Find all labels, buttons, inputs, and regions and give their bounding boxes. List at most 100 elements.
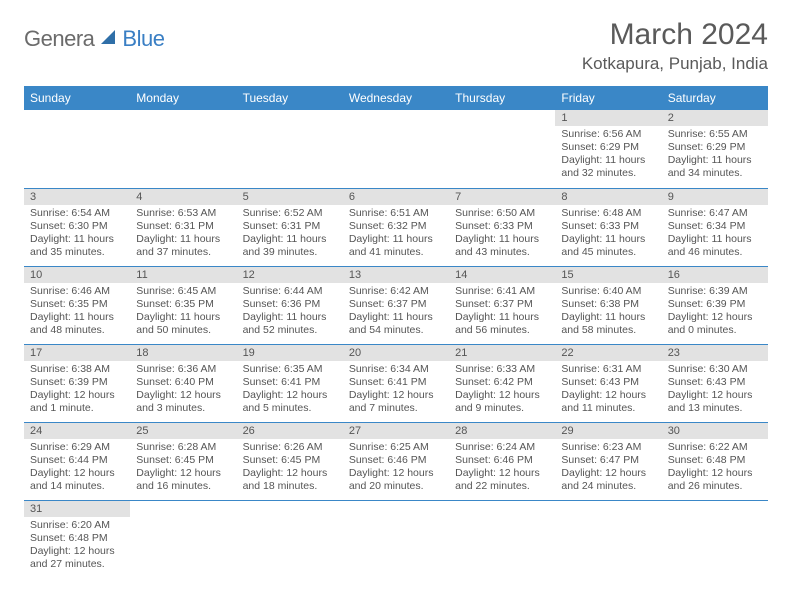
day-details: Sunrise: 6:39 AMSunset: 6:39 PMDaylight:…: [662, 283, 768, 342]
daylight-text: Daylight: 11 hours and 39 minutes.: [243, 233, 337, 259]
sunset-text: Sunset: 6:37 PM: [349, 298, 443, 311]
calendar-cell: [237, 110, 343, 188]
day-details: Sunrise: 6:36 AMSunset: 6:40 PMDaylight:…: [130, 361, 236, 420]
calendar-cell: 17Sunrise: 6:38 AMSunset: 6:39 PMDayligh…: [24, 344, 130, 422]
day-details: Sunrise: 6:30 AMSunset: 6:43 PMDaylight:…: [662, 361, 768, 420]
day-number: 29: [555, 423, 661, 439]
day-number: 31: [24, 501, 130, 517]
sunrise-text: Sunrise: 6:46 AM: [30, 285, 124, 298]
daylight-text: Daylight: 12 hours and 22 minutes.: [455, 467, 549, 493]
calendar-cell: [130, 110, 236, 188]
daylight-text: Daylight: 11 hours and 34 minutes.: [668, 154, 762, 180]
calendar-cell: 8Sunrise: 6:48 AMSunset: 6:33 PMDaylight…: [555, 188, 661, 266]
day-details: Sunrise: 6:45 AMSunset: 6:35 PMDaylight:…: [130, 283, 236, 342]
daylight-text: Daylight: 12 hours and 20 minutes.: [349, 467, 443, 493]
calendar-cell: 26 Sunrise: 6:26 AMSunset: 6:45 PMDayligh…: [237, 422, 343, 500]
daylight-text: Daylight: 12 hours and 3 minutes.: [136, 389, 230, 415]
sunrise-text: Sunrise: 6:30 AM: [668, 363, 762, 376]
day-number: 25: [130, 423, 236, 439]
day-details: Sunrise: 6:25 AMSunset: 6:46 PMDaylight:…: [343, 439, 449, 498]
calendar-week-row: 31Sunrise: 6:20 AMSunset: 6:48 PMDayligh…: [24, 500, 768, 578]
sunset-text: Sunset: 6:40 PM: [136, 376, 230, 389]
sunrise-text: Sunrise: 6:51 AM: [349, 207, 443, 220]
sunset-text: Sunset: 6:48 PM: [30, 532, 124, 545]
daylight-text: Daylight: 12 hours and 0 minutes.: [668, 311, 762, 337]
logo-blue: Blue: [122, 26, 164, 52]
sunrise-text: Sunrise: 6:23 AM: [561, 441, 655, 454]
day-number: 7: [449, 189, 555, 205]
day-details: Sunrise: 6:33 AMSunset: 6:42 PMDaylight:…: [449, 361, 555, 420]
sunset-text: Sunset: 6:33 PM: [455, 220, 549, 233]
sunset-text: Sunset: 6:39 PM: [30, 376, 124, 389]
day-number: 26: [237, 423, 343, 439]
location: Kotkapura, Punjab, India: [582, 54, 768, 74]
daylight-text: Daylight: 12 hours and 13 minutes.: [668, 389, 762, 415]
day-number: 28: [449, 423, 555, 439]
day-number: 4: [130, 189, 236, 205]
calendar-cell: 11Sunrise: 6:45 AMSunset: 6:35 PMDayligh…: [130, 266, 236, 344]
day-details: Sunrise: 6:55 AMSunset: 6:29 PMDaylight:…: [662, 126, 768, 185]
day-details: Sunrise: 6:23 AMSunset: 6:47 PMDaylight:…: [555, 439, 661, 498]
sunrise-text: Sunrise: 6:48 AM: [561, 207, 655, 220]
sunset-text: Sunset: 6:48 PM: [668, 454, 762, 467]
weekday-header: Tuesday: [237, 86, 343, 110]
calendar-cell: 16Sunrise: 6:39 AMSunset: 6:39 PMDayligh…: [662, 266, 768, 344]
sunset-text: Sunset: 6:31 PM: [136, 220, 230, 233]
day-details: Sunrise: 6:24 AMSunset: 6:46 PMDaylight:…: [449, 439, 555, 498]
day-number: 19: [237, 345, 343, 361]
sunset-text: Sunset: 6:37 PM: [455, 298, 549, 311]
day-number: 1: [555, 110, 661, 126]
day-details: Sunrise: 6:28 AMSunset: 6:45 PMDaylight:…: [130, 439, 236, 498]
sunrise-text: Sunrise: 6:26 AM: [243, 441, 337, 454]
calendar-cell: 23Sunrise: 6:30 AMSunset: 6:43 PMDayligh…: [662, 344, 768, 422]
calendar-cell: 30Sunrise: 6:22 AMSunset: 6:48 PMDayligh…: [662, 422, 768, 500]
daylight-text: Daylight: 11 hours and 50 minutes.: [136, 311, 230, 337]
calendar-cell: 19Sunrise: 6:35 AMSunset: 6:41 PMDayligh…: [237, 344, 343, 422]
sunset-text: Sunset: 6:34 PM: [668, 220, 762, 233]
logo-sail-icon: [99, 28, 117, 51]
day-number: 23: [662, 345, 768, 361]
sunset-text: Sunset: 6:44 PM: [30, 454, 124, 467]
day-details: Sunrise: 6:51 AMSunset: 6:32 PMDaylight:…: [343, 205, 449, 264]
month-title: March 2024: [582, 18, 768, 52]
sunrise-text: Sunrise: 6:39 AM: [668, 285, 762, 298]
day-number: 17: [24, 345, 130, 361]
weekday-header: Friday: [555, 86, 661, 110]
calendar-cell: 13Sunrise: 6:42 AMSunset: 6:37 PMDayligh…: [343, 266, 449, 344]
title-block: March 2024 Kotkapura, Punjab, India: [582, 18, 768, 74]
calendar-week-row: 3Sunrise: 6:54 AMSunset: 6:30 PMDaylight…: [24, 188, 768, 266]
sunrise-text: Sunrise: 6:29 AM: [30, 441, 124, 454]
daylight-text: Daylight: 12 hours and 18 minutes.: [243, 467, 337, 493]
daylight-text: Daylight: 11 hours and 54 minutes.: [349, 311, 443, 337]
day-number: 10: [24, 267, 130, 283]
sunset-text: Sunset: 6:31 PM: [243, 220, 337, 233]
day-details: Sunrise: 6:20 AMSunset: 6:48 PMDaylight:…: [24, 517, 130, 576]
sunrise-text: Sunrise: 6:53 AM: [136, 207, 230, 220]
day-details: Sunrise: 6:50 AMSunset: 6:33 PMDaylight:…: [449, 205, 555, 264]
weekday-header: Thursday: [449, 86, 555, 110]
calendar-cell: 14Sunrise: 6:41 AMSunset: 6:37 PMDayligh…: [449, 266, 555, 344]
sunset-text: Sunset: 6:30 PM: [30, 220, 124, 233]
sunset-text: Sunset: 6:45 PM: [243, 454, 337, 467]
calendar-cell: 15Sunrise: 6:40 AMSunset: 6:38 PMDayligh…: [555, 266, 661, 344]
calendar-cell: 21Sunrise: 6:33 AMSunset: 6:42 PMDayligh…: [449, 344, 555, 422]
daylight-text: Daylight: 12 hours and 26 minutes.: [668, 467, 762, 493]
calendar-cell: [449, 500, 555, 578]
sunset-text: Sunset: 6:43 PM: [561, 376, 655, 389]
day-details: Sunrise: 6:48 AMSunset: 6:33 PMDaylight:…: [555, 205, 661, 264]
calendar-cell: 27Sunrise: 6:25 AMSunset: 6:46 PMDayligh…: [343, 422, 449, 500]
calendar-table: Sunday Monday Tuesday Wednesday Thursday…: [24, 86, 768, 578]
day-number: 18: [130, 345, 236, 361]
calendar-cell: 18Sunrise: 6:36 AMSunset: 6:40 PMDayligh…: [130, 344, 236, 422]
day-details: Sunrise: 6:54 AMSunset: 6:30 PMDaylight:…: [24, 205, 130, 264]
day-details: Sunrise: 6:31 AMSunset: 6:43 PMDaylight:…: [555, 361, 661, 420]
sunrise-text: Sunrise: 6:40 AM: [561, 285, 655, 298]
daylight-text: Daylight: 11 hours and 52 minutes.: [243, 311, 337, 337]
sunset-text: Sunset: 6:46 PM: [349, 454, 443, 467]
daylight-text: Daylight: 12 hours and 11 minutes.: [561, 389, 655, 415]
calendar-week-row: 24Sunrise: 6:29 AMSunset: 6:44 PMDayligh…: [24, 422, 768, 500]
sunrise-text: Sunrise: 6:56 AM: [561, 128, 655, 141]
calendar-cell: 20Sunrise: 6:34 AMSunset: 6:41 PMDayligh…: [343, 344, 449, 422]
calendar-cell: [343, 500, 449, 578]
daylight-text: Daylight: 12 hours and 9 minutes.: [455, 389, 549, 415]
